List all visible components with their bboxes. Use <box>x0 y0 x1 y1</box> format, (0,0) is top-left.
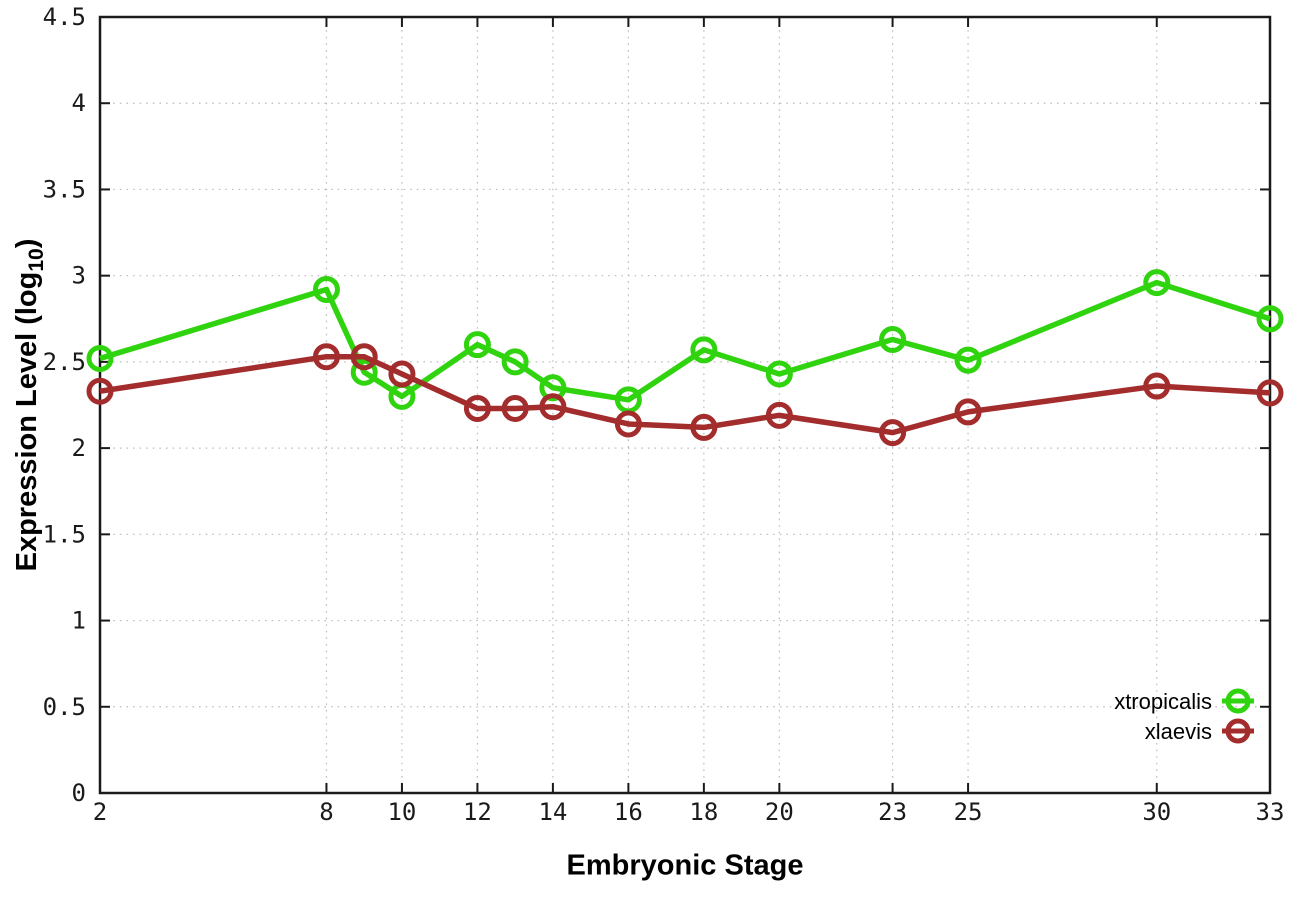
data-point-xtropicalis <box>690 336 718 364</box>
data-point-xtropicalis <box>463 331 491 359</box>
y-tick-label: 0 <box>72 779 86 807</box>
data-point-xlaevis <box>765 401 793 429</box>
x-tick-label: 16 <box>614 798 643 826</box>
y-tick-label: 2 <box>72 434 86 462</box>
data-point-xlaevis <box>350 343 378 371</box>
data-point-xtropicalis <box>1143 269 1171 297</box>
data-point-xlaevis <box>1143 372 1171 400</box>
y-tick-label: 3.5 <box>43 175 86 203</box>
data-point-xlaevis <box>463 394 491 422</box>
x-tick-label: 18 <box>689 798 718 826</box>
legend-marker-xlaevis <box>1225 718 1251 744</box>
y-tick-label: 3 <box>72 262 86 290</box>
x-axis-title: Embryonic Stage <box>566 849 804 882</box>
legend-label-xtropicalis: xtropicalis <box>1114 689 1212 714</box>
legend-marker-xtropicalis <box>1225 688 1251 714</box>
data-point-xlaevis <box>690 413 718 441</box>
y-tick-label: 2.5 <box>43 348 86 376</box>
data-point-xtropicalis <box>86 344 114 372</box>
x-tick-label: 12 <box>463 798 492 826</box>
data-point-xtropicalis <box>879 325 907 353</box>
plot-border <box>98 15 1272 795</box>
x-tick-label: 14 <box>538 798 567 826</box>
data-point-xtropicalis <box>312 275 340 303</box>
y-axis-title-text: Expression Level (log <box>11 271 44 572</box>
y-axis-title-suffix: ) <box>11 238 44 249</box>
y-axis-title-subscript: 10 <box>24 248 48 272</box>
data-point-xlaevis <box>879 419 907 447</box>
x-tick-label: 33 <box>1256 798 1285 826</box>
data-point-xlaevis <box>539 393 567 421</box>
data-point-xtropicalis <box>539 374 567 402</box>
data-point-xlaevis <box>1256 379 1284 407</box>
x-tick-label: 30 <box>1142 798 1171 826</box>
x-tick-label: 23 <box>878 798 907 826</box>
data-point-xtropicalis <box>954 346 982 374</box>
x-tick-label: 20 <box>765 798 794 826</box>
y-tick-label: 4 <box>72 89 86 117</box>
data-point-xlaevis <box>614 410 642 438</box>
y-tick-label: 4.5 <box>43 3 86 31</box>
y-tick-label: 1 <box>72 607 86 635</box>
x-tick-label: 25 <box>954 798 983 826</box>
x-tick-label: 2 <box>93 798 107 826</box>
x-tick-label: 8 <box>319 798 333 826</box>
data-point-xtropicalis <box>350 358 378 386</box>
legend-label-xlaevis: xlaevis <box>1145 719 1212 744</box>
data-point-xlaevis <box>954 398 982 426</box>
series-line-xlaevis <box>99 353 1271 436</box>
data-point-xlaevis <box>86 377 114 405</box>
data-point-xtropicalis <box>501 348 529 376</box>
data-point-xlaevis <box>388 360 416 388</box>
y-tick-label: 0.5 <box>43 693 86 721</box>
x-tick-label: 10 <box>387 798 416 826</box>
y-tick-label: 1.5 <box>43 520 86 548</box>
series-line-xtropicalis <box>99 279 1271 403</box>
data-point-xlaevis <box>501 394 529 422</box>
data-point-xlaevis <box>312 343 340 371</box>
data-point-xtropicalis <box>765 360 793 388</box>
data-point-xtropicalis <box>1256 305 1284 333</box>
y-axis-title: Expression Level (log10) <box>11 239 49 572</box>
